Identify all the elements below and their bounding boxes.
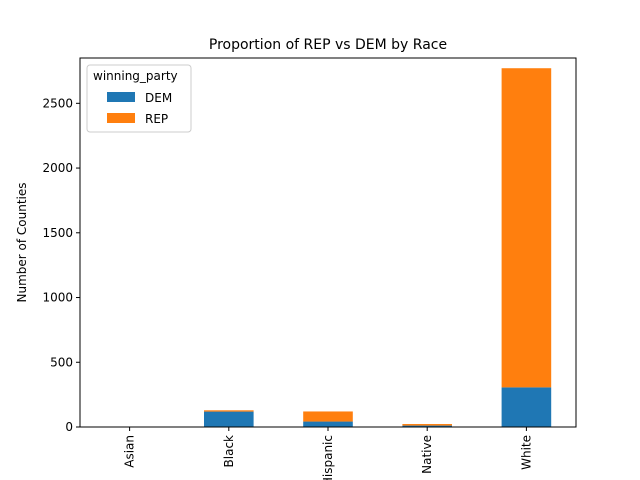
chart-title: Proportion of REP vs DEM by Race <box>209 37 447 53</box>
legend-swatch-rep <box>107 113 135 123</box>
legend-label-rep: REP <box>145 112 168 126</box>
y-axis-ticks: 0 500 1000 1500 2000 2500 <box>42 96 80 434</box>
bar-rep-white <box>501 68 552 388</box>
legend-title: winning_party <box>93 69 178 83</box>
bar-dem-black <box>204 411 254 427</box>
legend-items: DEM REP <box>107 91 172 126</box>
bar-rep-hispanic <box>303 411 353 422</box>
plot-frame <box>79 57 577 428</box>
y-tick-label: 2500 <box>42 96 73 110</box>
y-axis-title: Number of Counties <box>15 182 29 302</box>
x-tick-label: Asian <box>123 435 137 468</box>
bar-dem-native <box>402 425 452 427</box>
bar-dem-white <box>501 387 552 427</box>
bar-rep-native <box>402 424 452 426</box>
legend-label-dem: DEM <box>145 91 172 105</box>
x-tick-label: Native <box>420 435 434 474</box>
bar-rep-black <box>204 410 254 412</box>
x-axis-ticks: Asian Black Hispanic Native White <box>123 427 533 480</box>
x-tick-label: Hispanic <box>321 435 335 480</box>
y-tick-label: 0 <box>65 420 73 434</box>
x-tick-label: White <box>519 435 533 470</box>
y-tick-label: 1500 <box>42 226 73 240</box>
bar-dem-hispanic <box>303 421 353 427</box>
x-tick-label: Black <box>222 435 236 468</box>
y-tick-label: 2000 <box>42 161 73 175</box>
y-tick-label: 1000 <box>42 291 73 305</box>
legend-swatch-dem <box>107 92 135 102</box>
legend[interactable]: winning_party DEM REP <box>86 64 192 133</box>
bars-group <box>104 68 552 427</box>
y-tick-label: 500 <box>50 355 73 369</box>
